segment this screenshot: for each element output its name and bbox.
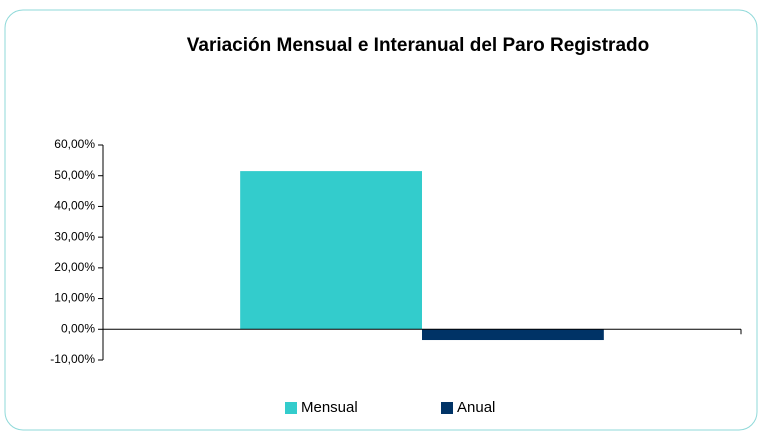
chart-title: Variación Mensual e Interanual del Paro … <box>187 35 649 56</box>
bar <box>422 329 604 341</box>
y-tick-label: 50,00% <box>54 168 95 182</box>
y-tick-label: 10,00% <box>54 291 95 305</box>
legend-label: Anual <box>457 399 495 416</box>
bar <box>240 171 422 330</box>
legend-swatch <box>441 402 453 414</box>
y-tick-label: 40,00% <box>54 199 95 213</box>
y-tick-label: 60,00% <box>54 137 95 151</box>
y-tick-label: 30,00% <box>54 229 95 243</box>
legend-label: Mensual <box>301 399 358 416</box>
y-tick-label: 20,00% <box>54 260 95 274</box>
legend-swatch <box>285 402 297 414</box>
y-tick-label: -10,00% <box>50 352 95 366</box>
y-tick-label: 0,00% <box>61 321 95 335</box>
